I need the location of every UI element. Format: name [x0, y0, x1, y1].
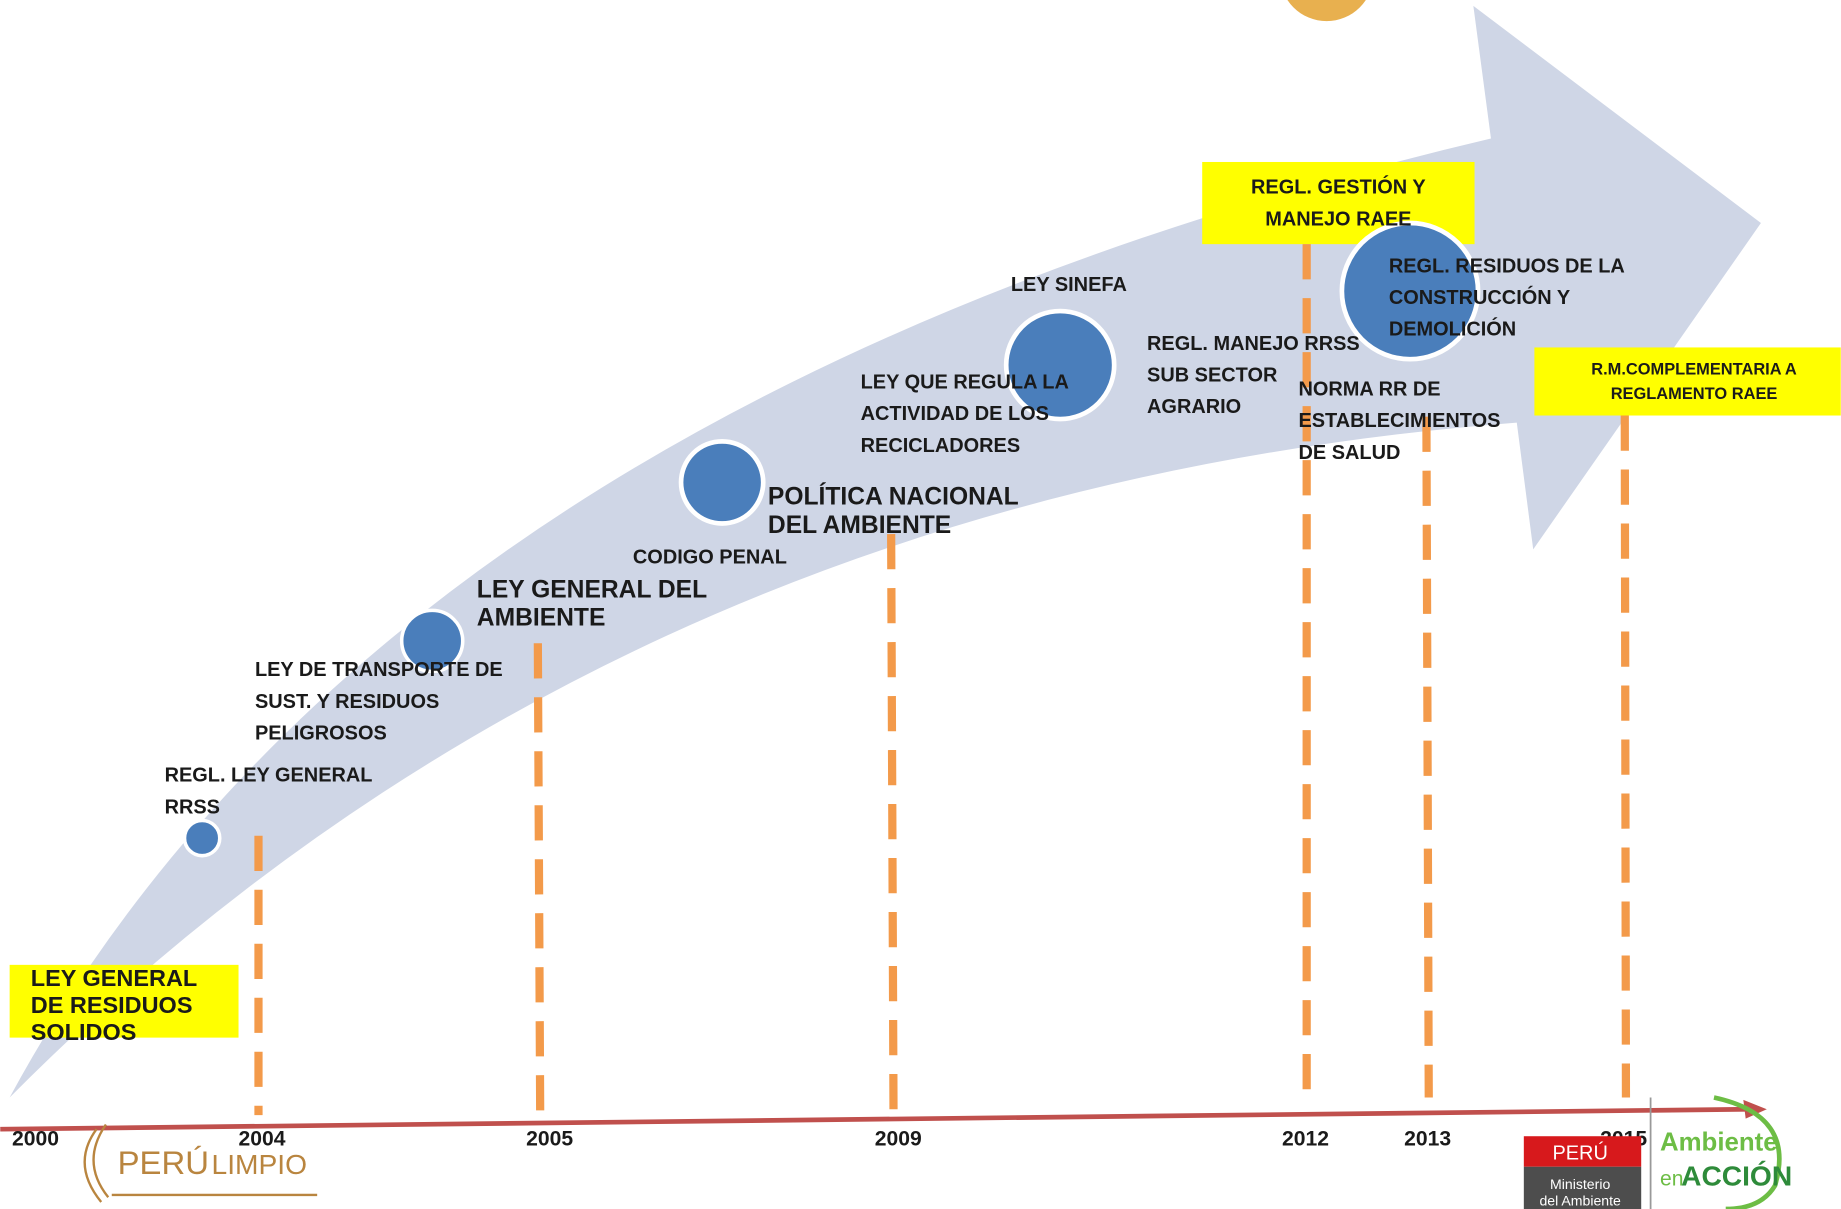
- event-label-line: SOLIDOS: [31, 1019, 137, 1045]
- event-label-line: LEY SINEFA: [1011, 274, 1127, 296]
- year-label: 2013: [1404, 1128, 1451, 1151]
- event-label: LEY SINEFA: [1011, 274, 1127, 296]
- labels: LEY GENERAL DE RESIDUOS SOLIDOS REGL. LEY G…: [12, 175, 1797, 1151]
- highlight-box: [9, 964, 239, 1038]
- event-label-line: POLÍTICA NACIONAL: [768, 483, 1019, 511]
- axis-line: [0, 1106, 1750, 1132]
- event-label: LEY DE TRANSPORTE DE SUST. Y RESIDUOS PELI…: [255, 659, 503, 744]
- connector: [533, 643, 545, 1116]
- logo-text: ACCIÓN: [1681, 1160, 1792, 1192]
- event-label-line: DE RESIDUOS: [31, 992, 193, 1018]
- milestone: [399, 608, 465, 674]
- event-label-line: PELIGROSOS: [255, 722, 387, 744]
- connector: [1620, 415, 1631, 1098]
- event-label: POLÍTICA NACIONAL DEL AMBIENTE: [768, 483, 1019, 539]
- milestone: [678, 438, 766, 526]
- event-label-line: SUST. Y RESIDUOS: [255, 691, 439, 713]
- event-label-line: AGRARIO: [1147, 396, 1241, 418]
- event-label: LEY QUE REGULA LA ACTIVIDAD DE LOS RECICLA…: [861, 372, 1069, 457]
- event-label-line: ACTIVIDAD DE LOS: [861, 403, 1049, 425]
- year-label: 2012: [1282, 1128, 1329, 1151]
- milestones: [182, 220, 1481, 858]
- event-label-line: REGL. MANEJO RRSS: [1147, 333, 1360, 355]
- logo-text: del Ambiente: [1539, 1192, 1621, 1208]
- event-label-line: RECICLADORES: [861, 435, 1021, 457]
- year-connectors: [254, 244, 1631, 1116]
- year-label: 2005: [526, 1128, 573, 1151]
- event-label-line: LEY DE TRANSPORTE DE: [255, 659, 503, 681]
- logo-text: PERÚ: [118, 1144, 209, 1181]
- event-label: CODIGO PENAL: [633, 546, 787, 568]
- peru-limpio-logo: PERÚ LIMPIO: [83, 1123, 318, 1203]
- logo-red-band: [1523, 1136, 1642, 1167]
- event-label: REGL. GESTIÓN Y MANEJO RAEE: [1251, 175, 1426, 231]
- year-label: 2009: [875, 1128, 922, 1151]
- logo-text: Ambiente: [1660, 1128, 1778, 1156]
- event-label-line: MANEJO RAEE: [1265, 208, 1411, 230]
- event-label-line: DE SALUD: [1298, 442, 1400, 464]
- event-label-line: DEMOLICIÓN: [1389, 317, 1516, 341]
- highlight-box: [1534, 347, 1841, 416]
- logo-text: en: [1660, 1168, 1683, 1191]
- event-label: NORMA RR DE ESTABLECIMIENTOS DE SALUD: [1298, 379, 1500, 464]
- event-label-line: CODIGO PENAL: [633, 546, 787, 568]
- event-label-line: LEY GENERAL: [31, 965, 197, 991]
- event-label: REGL. RESIDUOS DE LA CONSTRUCCIÓN Y DEMOLI…: [1389, 255, 1625, 340]
- highlight-boxes: [9, 161, 1841, 1038]
- year-label: 2004: [239, 1128, 286, 1151]
- logo-text: LIMPIO: [212, 1148, 307, 1180]
- event-label: LEY GENERAL DE RESIDUOS SOLIDOS: [31, 965, 197, 1045]
- event-label-line: LEY GENERAL DEL: [477, 576, 707, 603]
- event-label-line: ESTABLECIMIENTOS: [1298, 410, 1500, 432]
- event-label-line: R.M.COMPLEMENTARIA A: [1591, 360, 1797, 378]
- event-label: R.M.COMPLEMENTARIA A REGLAMENTO RAEE: [1591, 360, 1797, 403]
- connector: [1422, 416, 1433, 1098]
- milestone: [1339, 220, 1481, 362]
- connector: [887, 534, 898, 1110]
- logo-swoosh: [83, 1123, 110, 1203]
- event-label-line: RRSS: [165, 796, 220, 818]
- logo-text: PERÚ: [1552, 1142, 1607, 1165]
- event-label: REGL. MANEJO RRSS SUB SECTOR AGRARIO: [1147, 333, 1360, 418]
- logo-text: Ministerio: [1550, 1176, 1610, 1192]
- event-label-line: CONSTRUCCIÓN Y: [1389, 285, 1570, 309]
- milestone: [1003, 308, 1117, 422]
- logo-swoosh: [1713, 1095, 1782, 1209]
- decor-circle: [1287, 0, 1366, 22]
- event-label-line: REGLAMENTO RAEE: [1611, 385, 1778, 403]
- event-label: LEY GENERAL DEL AMBIENTE: [477, 576, 707, 631]
- event-label-line: SUB SECTOR: [1147, 364, 1277, 386]
- time-axis: [0, 1099, 1767, 1132]
- year-label: 2000: [12, 1128, 59, 1151]
- event-label-line: AMBIENTE: [477, 605, 606, 632]
- logo-grey-band: [1523, 1166, 1642, 1209]
- milestone: [182, 818, 222, 858]
- event-label-line: REGL. GESTIÓN Y: [1251, 175, 1426, 199]
- event-label-line: NORMA RR DE: [1298, 379, 1440, 401]
- event-label-line: REGL. RESIDUOS DE LA: [1389, 255, 1625, 277]
- event-label-line: DEL AMBIENTE: [768, 512, 951, 539]
- event-label-line: LEY QUE REGULA LA: [861, 372, 1069, 394]
- growth-arrow: [9, 5, 1761, 1098]
- event-label: REGL. LEY GENERAL RRSS: [165, 765, 373, 819]
- axis-arrowhead: [1743, 1099, 1767, 1119]
- event-label-line: REGL. LEY GENERAL: [165, 765, 373, 787]
